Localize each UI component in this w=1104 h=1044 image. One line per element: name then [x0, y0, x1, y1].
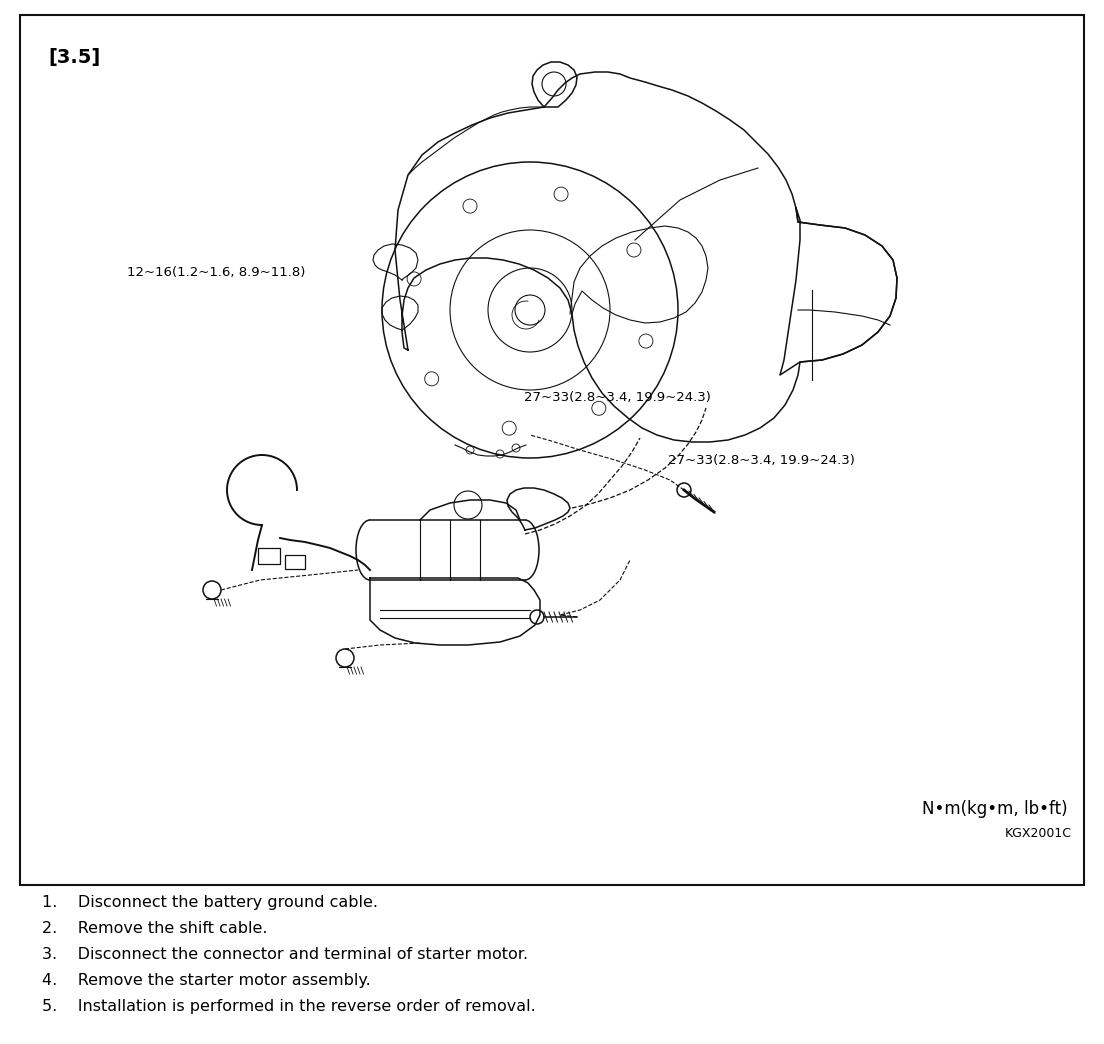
Text: 12~16(1.2~1.6, 8.9~11.8): 12~16(1.2~1.6, 8.9~11.8): [127, 266, 306, 279]
Text: 1.    Disconnect the battery ground cable.: 1. Disconnect the battery ground cable.: [42, 895, 378, 910]
Text: 4.    Remove the starter motor assembly.: 4. Remove the starter motor assembly.: [42, 973, 371, 988]
Text: 27~33(2.8~3.4, 19.9~24.3): 27~33(2.8~3.4, 19.9~24.3): [524, 392, 711, 404]
Text: 3.    Disconnect the connector and terminal of starter motor.: 3. Disconnect the connector and terminal…: [42, 947, 528, 962]
Text: 2.    Remove the shift cable.: 2. Remove the shift cable.: [42, 921, 267, 936]
Bar: [20, 15, 1084, 885]
Text: 27~33(2.8~3.4, 19.9~24.3): 27~33(2.8~3.4, 19.9~24.3): [668, 454, 854, 467]
Text: 5.    Installation is performed in the reverse order of removal.: 5. Installation is performed in the reve…: [42, 999, 535, 1014]
Text: N•m(kg•m, lb•ft): N•m(kg•m, lb•ft): [922, 800, 1068, 818]
Bar: [258, 548, 280, 564]
Text: [3.5]: [3.5]: [47, 48, 100, 67]
Text: KGX2001C: KGX2001C: [1005, 827, 1072, 840]
Bar: [285, 555, 305, 569]
